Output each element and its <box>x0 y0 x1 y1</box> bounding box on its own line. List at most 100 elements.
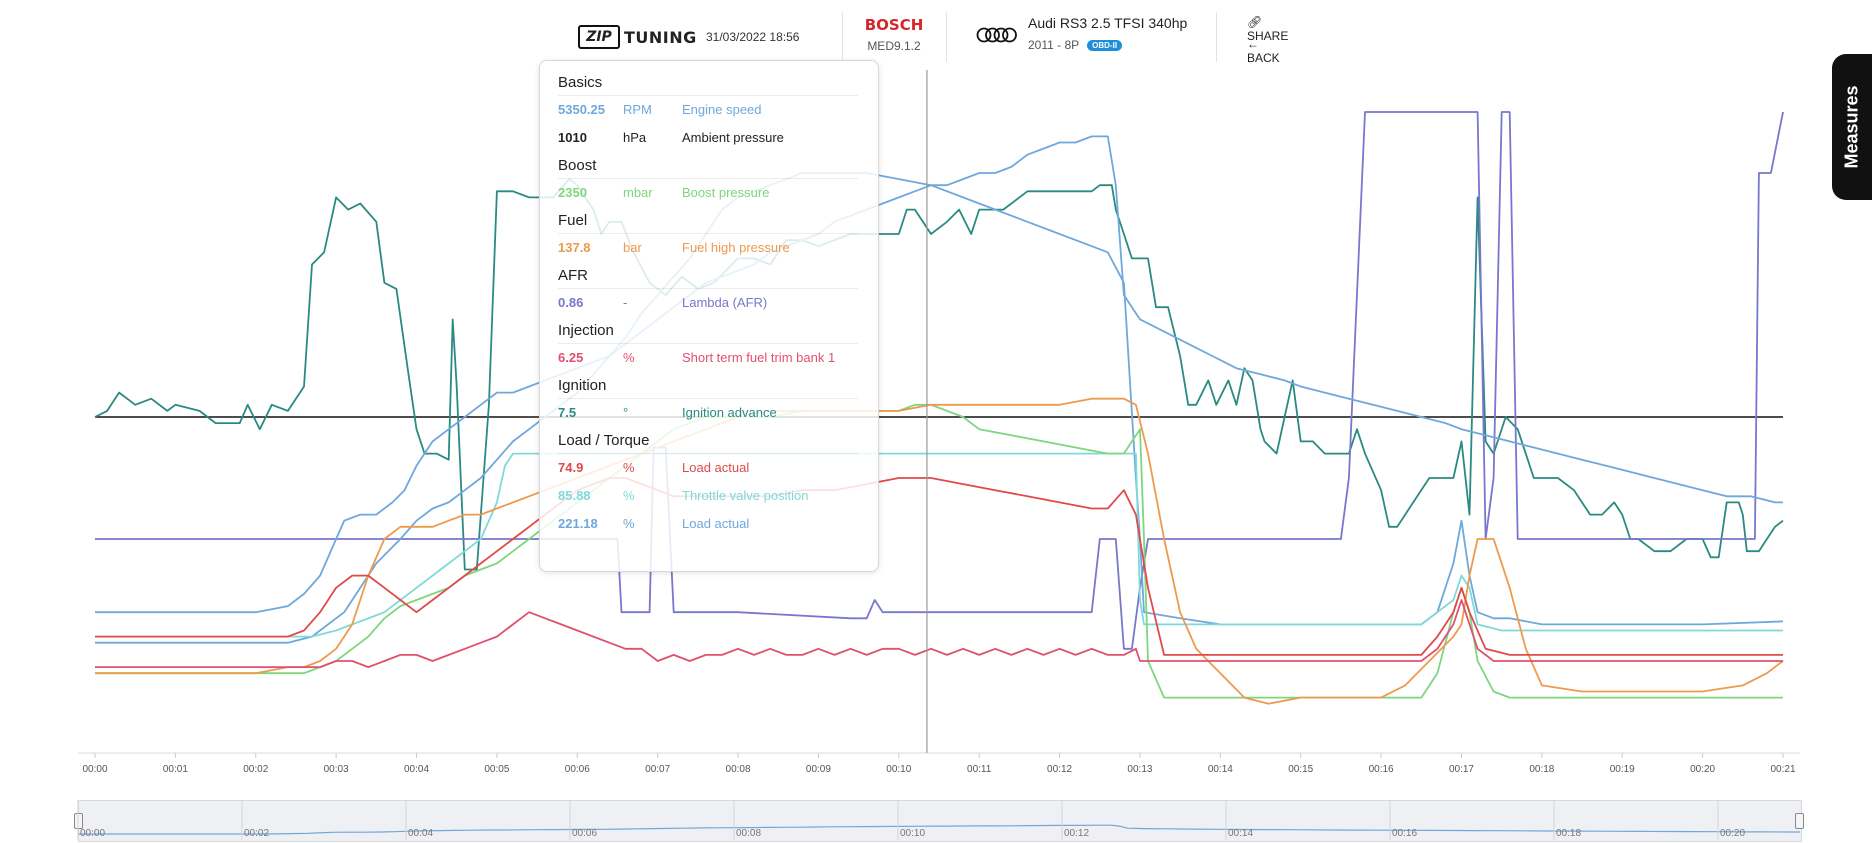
measure-unit: % <box>623 350 635 365</box>
tooltip-group-title: Ignition <box>558 374 858 399</box>
logo-mark: ZIP <box>578 25 620 49</box>
x-tick-label: 00:19 <box>1610 764 1635 775</box>
series-line-7 <box>95 397 1784 705</box>
series-line-2 <box>95 111 1784 650</box>
measure-value: 2350 <box>558 185 587 200</box>
x-tick-label: 00:12 <box>1047 764 1072 775</box>
x-tick-label: 00:08 <box>726 764 751 775</box>
tooltip-group-title: Boost <box>558 154 858 179</box>
tooltip-row: 74.9% Load actual <box>540 454 878 482</box>
series-line-3 <box>95 135 1783 614</box>
vehicle-year-model: 2011 - 8P <box>1028 38 1080 52</box>
measure-value: 0.86 <box>558 295 584 310</box>
obd-badge: OBD-II <box>1087 39 1123 51</box>
tooltip-row: 6.25% Short term fuel trim bank 1 <box>540 344 878 372</box>
measure-value: 7.5 <box>558 405 577 420</box>
ecu-model: MED9.1.2 <box>867 39 921 53</box>
x-tick-label: 00:14 <box>1208 764 1233 775</box>
x-tick-label: 00:09 <box>806 764 831 775</box>
x-tick-label: 00:07 <box>645 764 670 775</box>
measure-unit: mbar <box>623 185 653 200</box>
navigator-right-handle[interactable] <box>1795 813 1804 829</box>
tooltip-row: 137.8 bar Fuel high pressure <box>540 234 878 262</box>
measure-value: 6.25 <box>558 350 584 365</box>
x-tick-label: 00:13 <box>1127 764 1152 775</box>
x-tick-label: 00:06 <box>565 764 590 775</box>
measures-tooltip: Basics 5350.25 RPM Engine speed 1010 hPa Ambie… <box>539 60 879 572</box>
time-navigator[interactable] <box>78 800 1802 842</box>
tooltip-row: 85.88% Throttle valve position <box>540 482 878 510</box>
tooltip-row: 7.5 ° Ignition advance <box>540 399 878 427</box>
x-tick-label: 00:05 <box>484 764 509 775</box>
x-tick-label: 00:02 <box>243 764 268 775</box>
x-tick-label: 00:18 <box>1529 764 1554 775</box>
arrow-left-icon: ← <box>1247 37 1259 51</box>
measure-value: 74.9 <box>558 460 584 475</box>
x-tick-label: 00:10 <box>886 764 911 775</box>
tooltip-row: 2350 mbar Boost pressure <box>540 179 878 207</box>
header-bar: ZIP TUNING 31/03/2022 18:56 BOSCH MED9.1… <box>560 0 1288 65</box>
tooltip-group: Load / Torque 74.9% Load actual 85.88% Throt… <box>540 429 878 538</box>
measure-unit: - <box>623 295 628 310</box>
header-divider <box>842 12 843 62</box>
share-label: SHARE <box>1247 29 1289 43</box>
measure-value: 85.88 <box>558 488 591 503</box>
measure-name: Load actual <box>682 516 750 531</box>
x-tick-label: 00:20 <box>1690 764 1715 775</box>
measure-unit: ° <box>623 405 629 420</box>
header-divider <box>946 12 947 62</box>
measure-name: Throttle valve position <box>682 488 809 503</box>
audi-rings-icon <box>976 27 1017 43</box>
tooltip-group-title: Load / Torque <box>558 429 858 454</box>
measure-value: 137.8 <box>558 240 591 255</box>
series-line-8 <box>95 477 1783 656</box>
series-line-1 <box>94 178 1784 571</box>
tooltip-row: 0.86 - Lambda (AFR) <box>540 289 878 317</box>
link-icon: 🔗︎ <box>1247 15 1263 29</box>
measure-unit: RPM <box>623 102 652 117</box>
series-line-5 <box>95 452 1783 638</box>
series-line-9 <box>95 599 1783 668</box>
measure-name: Lambda (AFR) <box>682 295 768 310</box>
measure-name: Short term fuel trim bank 1 <box>682 350 836 365</box>
measures-panel-toggle[interactable]: Measures <box>1832 54 1872 200</box>
navigator-left-handle[interactable] <box>74 813 83 829</box>
vehicle-details: 2011 - 8P OBD-II <box>1028 38 1123 52</box>
measure-name: Ambient pressure <box>682 130 784 145</box>
tooltip-row: 5350.25 RPM Engine speed <box>540 96 878 124</box>
measure-name: Engine speed <box>682 102 762 117</box>
x-tick-label: 00:04 <box>404 764 429 775</box>
measure-unit: bar <box>623 240 642 255</box>
measure-value: 221.18 <box>558 516 598 531</box>
tooltip-group: Injection 6.25% Short term fuel trim bank … <box>540 319 878 372</box>
x-tick-label: 00:11 <box>967 764 992 775</box>
brand-logo[interactable]: ZIP TUNING <box>578 25 697 49</box>
x-tick-label: 00:16 <box>1369 764 1394 775</box>
back-label: BACK <box>1247 51 1280 65</box>
tooltip-group-title: Injection <box>558 319 858 344</box>
logo-text: TUNING <box>624 27 697 47</box>
tooltip-row: 1010 hPa Ambient pressure <box>540 124 878 152</box>
measure-value: 5350.25 <box>558 102 605 117</box>
ecu-brand: BOSCH <box>864 16 924 34</box>
vehicle-name: Audi RS3 2.5 TFSI 340hp <box>1028 15 1188 31</box>
tooltip-group: Ignition 7.5 ° Ignition advance <box>540 374 878 427</box>
tooltip-row: 221.18% Load actual <box>540 510 878 538</box>
back-button[interactable]: ← BACK <box>1247 37 1280 65</box>
x-tick-label: 00:17 <box>1449 764 1474 775</box>
x-tick-label: 00:21 <box>1770 764 1795 775</box>
measure-name: Ignition advance <box>682 405 777 420</box>
tooltip-group-title: Fuel <box>558 209 858 234</box>
measure-unit: % <box>623 516 635 531</box>
x-tick-label: 00:00 <box>82 764 107 775</box>
tooltip-group: Fuel 137.8 bar Fuel high pressure <box>540 209 878 262</box>
x-tick-label: 00:03 <box>324 764 349 775</box>
measures-tab-label: Measures <box>1841 85 1862 169</box>
measure-unit: % <box>623 488 635 503</box>
measure-value: 1010 <box>558 130 587 145</box>
measure-name: Fuel high pressure <box>682 240 790 255</box>
tooltip-group-title: AFR <box>558 264 858 289</box>
share-button[interactable]: 🔗︎ SHARE <box>1247 15 1288 43</box>
measure-name: Load actual <box>682 460 750 475</box>
